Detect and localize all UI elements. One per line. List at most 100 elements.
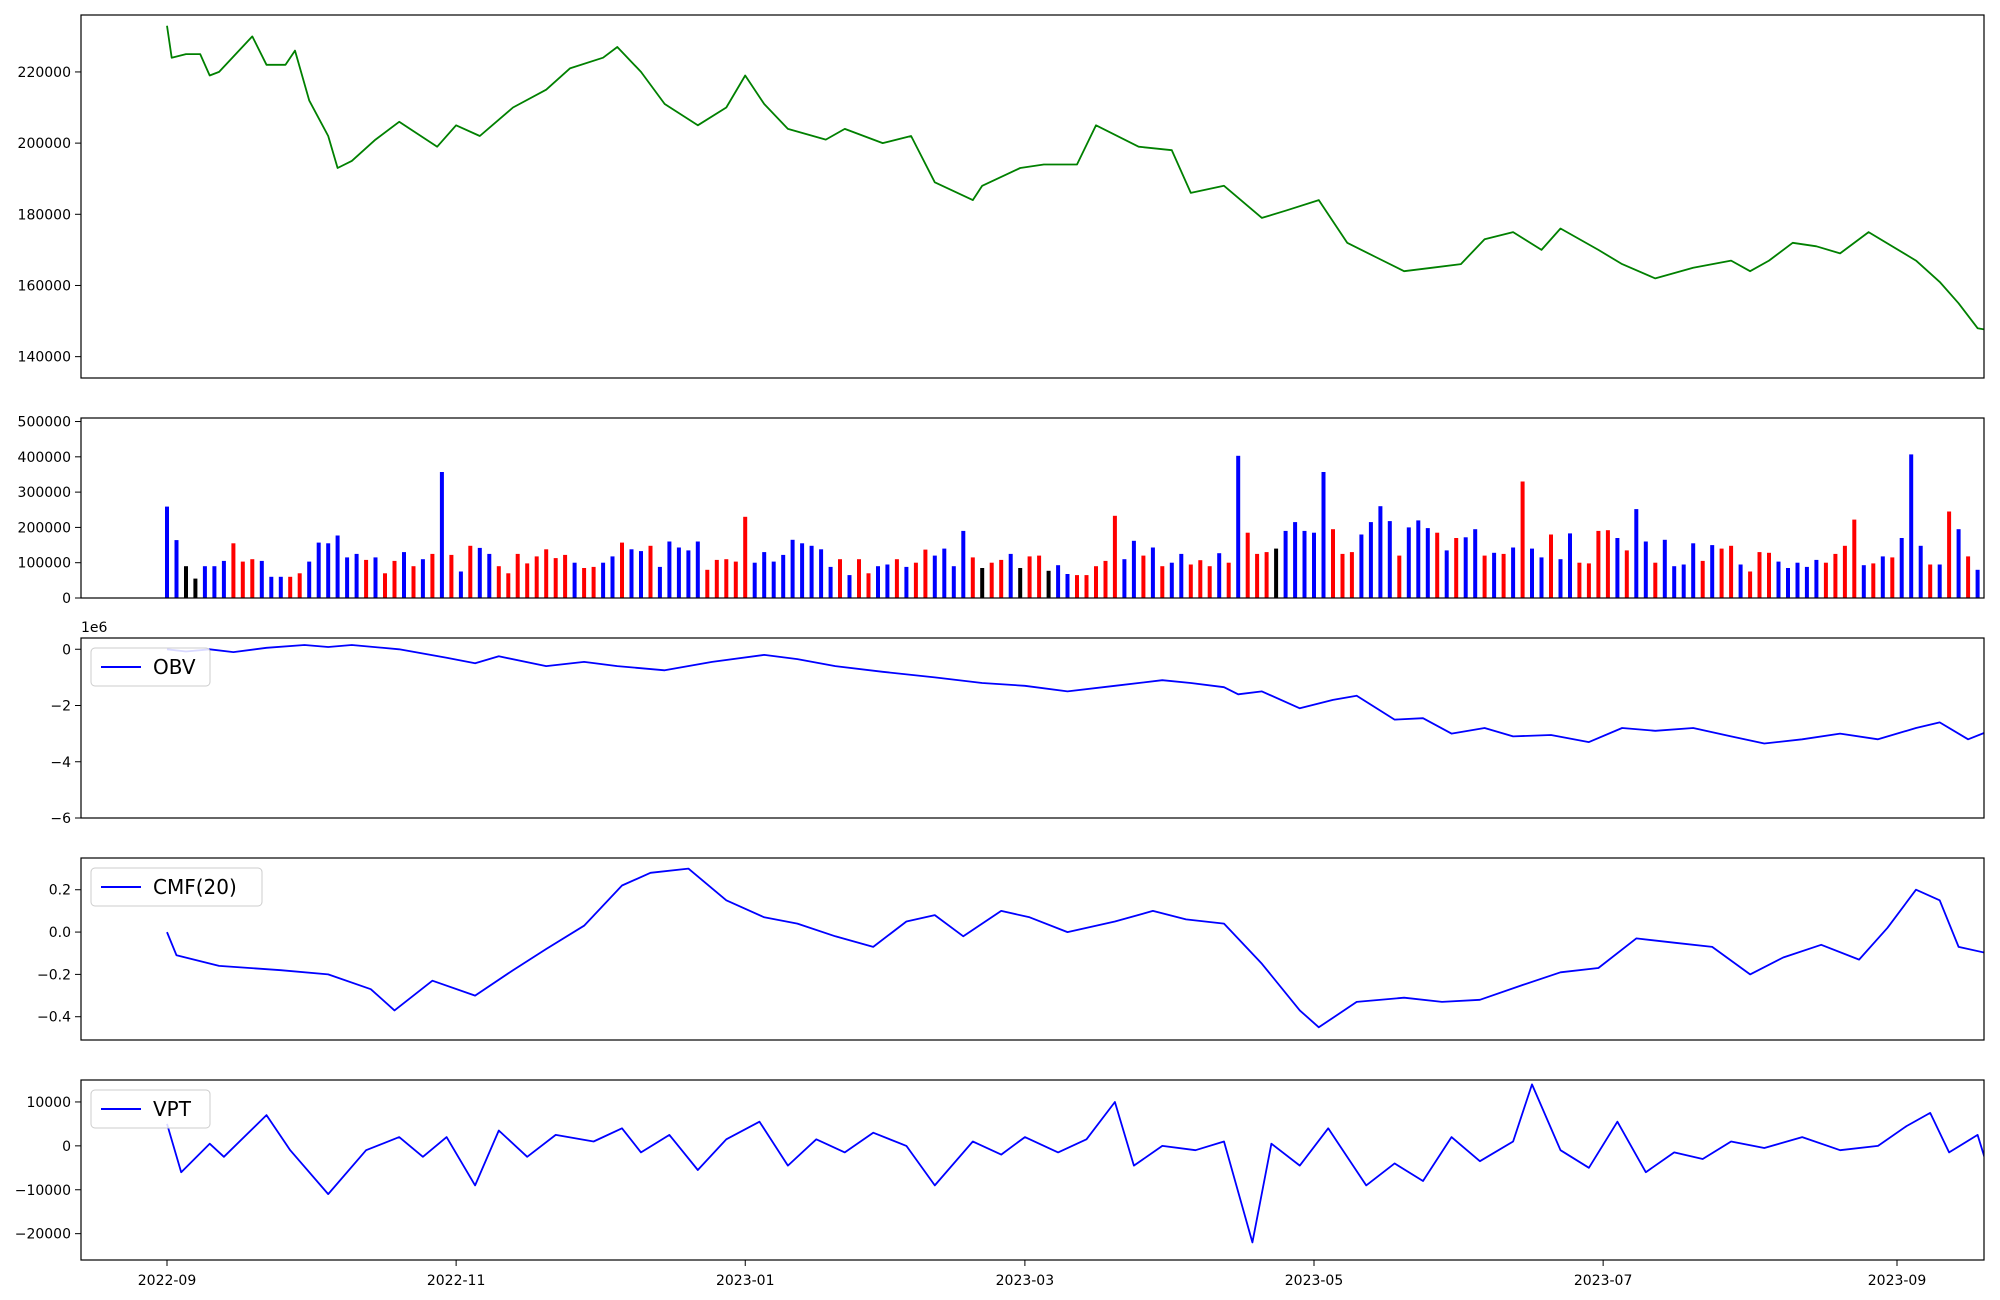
plot-area — [166, 25, 1984, 331]
volume-bar — [1160, 566, 1165, 598]
volume-bar — [544, 549, 549, 598]
volume-bar — [686, 550, 691, 598]
volume-bar — [1112, 515, 1117, 598]
volume-bar — [1729, 545, 1734, 598]
volume-bar — [1473, 529, 1478, 598]
volume-bar — [1700, 560, 1705, 598]
volume-bar — [496, 566, 501, 598]
x-tick-label: 2023-09 — [1868, 1273, 1927, 1289]
volume-bar — [1359, 534, 1364, 598]
volume-bar — [828, 566, 833, 598]
volume-bar — [620, 542, 624, 598]
volume-bar — [1966, 556, 1971, 598]
volume-bar — [676, 547, 681, 598]
volume-bar — [1558, 559, 1563, 598]
volume-bar — [1681, 564, 1686, 598]
volume-bar — [1634, 509, 1639, 598]
legend-label: OBV — [153, 655, 196, 679]
x-tick-label: 2023-01 — [716, 1273, 775, 1289]
volume-bar — [335, 535, 340, 598]
volume-bar — [1463, 537, 1468, 598]
y-tick-label: 100000 — [18, 556, 71, 572]
volume-bar — [1767, 552, 1771, 598]
volume-bar — [1179, 553, 1184, 598]
y-tick-label: 0.2 — [49, 883, 71, 899]
volume-bar — [1928, 564, 1933, 598]
legend-box — [90, 1089, 211, 1129]
x-tick-label: 2023-03 — [996, 1273, 1055, 1289]
plot-area — [165, 454, 1980, 598]
volume-bar — [184, 566, 188, 598]
volume-bar — [1065, 574, 1070, 598]
volume-bar — [1188, 564, 1193, 598]
volume-bar — [1501, 553, 1506, 598]
volume-bar — [1596, 530, 1601, 598]
panel-4: −0.4 −0.2 0.0 0.2 CMF(20) — [37, 857, 1985, 1041]
volume-bar — [288, 576, 293, 598]
volume-bar — [212, 566, 217, 598]
volume-bar — [970, 557, 975, 598]
volume-bar — [1150, 547, 1155, 598]
volume-bar — [866, 573, 871, 598]
legend-box — [90, 867, 263, 907]
volume-bar — [1084, 575, 1089, 598]
volume-bar — [354, 553, 359, 598]
volume-bar — [1217, 553, 1222, 598]
volume-bar — [1368, 522, 1373, 598]
series-line-price — [166, 25, 1984, 331]
volume-bar — [506, 573, 511, 598]
volume-bar — [1586, 563, 1591, 598]
x-tick-label: 2023-07 — [1574, 1273, 1633, 1289]
volume-bar — [420, 559, 425, 598]
volume-bar — [1122, 559, 1127, 598]
volume-bar — [1255, 553, 1260, 598]
volume-bar — [1748, 571, 1753, 598]
volume-bar — [326, 543, 331, 598]
x-tick-label: 2022-09 — [138, 1273, 197, 1289]
volume-bar — [202, 566, 207, 598]
volume-bar — [601, 562, 606, 598]
volume-bar — [961, 530, 966, 598]
axes-frame — [80, 14, 1985, 379]
volume-bar — [695, 541, 700, 598]
volume-bar — [1861, 565, 1866, 598]
volume-bar — [1236, 455, 1241, 598]
volume-bar — [1312, 532, 1316, 598]
volume-bar — [1549, 534, 1553, 598]
volume-bar — [1643, 541, 1648, 598]
volume-bar — [1274, 548, 1279, 598]
volume-bar — [563, 554, 568, 598]
volume-bar — [1615, 538, 1620, 598]
volume-bar — [913, 562, 918, 598]
volume-bar — [364, 559, 369, 598]
volume-bar — [1691, 543, 1696, 598]
y-tick-label: −20000 — [15, 1227, 71, 1243]
volume-bar — [1293, 522, 1298, 598]
y-tick-label: 180000 — [18, 207, 71, 223]
volume-bar — [307, 561, 312, 598]
volume-bar — [1795, 562, 1800, 598]
volume-bar — [1530, 548, 1534, 598]
volume-bar — [1653, 562, 1658, 598]
volume-bar — [942, 548, 947, 598]
volume-bar — [1283, 530, 1288, 598]
volume-bar — [1378, 506, 1383, 598]
volume-bar — [639, 551, 643, 598]
volume-bar — [1804, 566, 1809, 598]
volume-bar — [1890, 557, 1895, 598]
volume-bar — [1340, 553, 1345, 598]
volume-bar — [439, 472, 444, 598]
volume-bar — [477, 547, 482, 598]
volume-bar — [781, 554, 786, 598]
volume-bar — [1937, 564, 1942, 598]
volume-bar — [1207, 566, 1212, 598]
volume-bar — [714, 559, 719, 598]
volume-bar — [819, 549, 824, 598]
volume-bar — [1037, 555, 1042, 598]
volume-bar — [269, 576, 274, 598]
volume-bar — [1387, 521, 1392, 598]
x-tick-label: 2022-11 — [427, 1273, 486, 1289]
volume-bar — [838, 559, 842, 598]
volume-bar — [572, 562, 577, 598]
